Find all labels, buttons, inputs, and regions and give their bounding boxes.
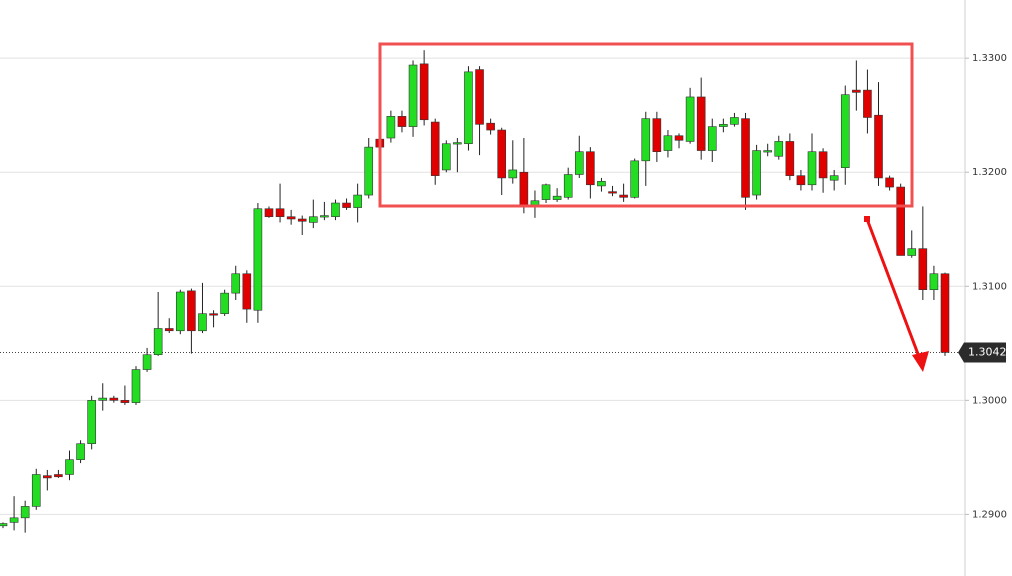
candle-body [142,354,152,370]
candle-body [574,151,584,175]
candle-body [76,443,85,460]
candle-body [840,94,850,168]
candle-body [309,216,318,223]
candle-body [353,194,362,208]
candle-body [885,177,894,188]
y-tick-label: 1.3000 [972,395,1007,406]
down-arrow [864,216,929,372]
candle-body [918,248,928,291]
candle-body [896,186,905,256]
candle-body [87,400,96,444]
candle-body [441,143,451,171]
candle-body [829,175,839,181]
candle-body [320,215,329,218]
candle-body [863,89,872,118]
candle-body [719,124,728,127]
candle-body [730,117,739,125]
candle-body [763,150,772,153]
candle-body [153,328,163,356]
candle-body [940,273,950,353]
candle-body [54,474,63,478]
candle-body [65,459,74,475]
candle-body [619,194,628,198]
candle-body [453,142,462,145]
candle-body [397,116,407,127]
y-axis: 1.2900 1.3000 1.3100 1.3200 1.3300 1.3042 [958,53,1007,520]
y-tick-label: 1.3300 [972,53,1007,64]
y-tick-label: 1.3100 [972,281,1007,292]
candle-body [652,118,662,152]
candle-body [541,184,551,200]
candle-body [586,151,595,186]
candle-body [9,517,19,523]
candle-body [342,202,351,208]
candle-body [796,175,806,186]
candle-body [164,328,174,332]
candle-body [0,523,8,527]
candle-body [275,208,285,218]
candle-body [253,208,263,311]
candle-body [408,64,418,127]
candle-body [176,291,185,332]
candle-body [852,89,861,93]
candle-body [386,116,396,139]
candle-body [696,96,706,151]
candle-body [685,96,695,142]
candle-body [641,118,651,162]
candle-body [807,151,817,186]
candle-body [907,248,917,256]
candle-body [120,400,130,403]
candle-body [419,63,429,121]
candle-body [98,397,108,401]
candle-body [43,475,52,479]
candle-body [464,71,473,145]
candle-body [630,160,639,198]
y-tick-label: 1.2900 [972,509,1007,520]
candle-body [663,135,673,151]
candle-body [741,118,750,198]
candle-body [475,69,484,125]
candle-body [286,216,296,220]
candle-body [131,369,141,403]
candle-body [785,141,795,176]
y-tick-label: 1.3200 [972,167,1007,178]
candles [0,50,950,533]
candle-body [187,290,196,332]
candle-body [597,181,606,187]
candle-body [220,292,229,314]
candle-body [563,174,573,198]
candle-body [552,195,562,200]
candle-body [874,114,883,179]
current-price-tag [958,342,1006,363]
candle-body [929,273,939,291]
candle-body [264,208,274,218]
candle-body [20,506,30,519]
candle-body [31,474,41,507]
candle-body [198,313,207,332]
candle-body [752,150,761,196]
candle-body [519,171,529,206]
candle-body [774,141,784,157]
candle-body [486,122,495,131]
candle-body [331,202,340,218]
candle-body [818,151,828,179]
candle-body [242,273,252,310]
candle-body [364,146,374,196]
candle-body [608,191,617,194]
candle-body [297,218,307,222]
candle-body [430,121,440,176]
candle-body [707,126,717,151]
candle-body [674,135,684,141]
candle-body [497,129,507,179]
candle-body [209,313,218,316]
range-box [378,42,914,208]
current-price-label: 1.3042 [968,345,1007,358]
candle-body [231,273,241,294]
grid [0,57,965,515]
candle-body [109,397,119,401]
candle-body [508,169,518,179]
